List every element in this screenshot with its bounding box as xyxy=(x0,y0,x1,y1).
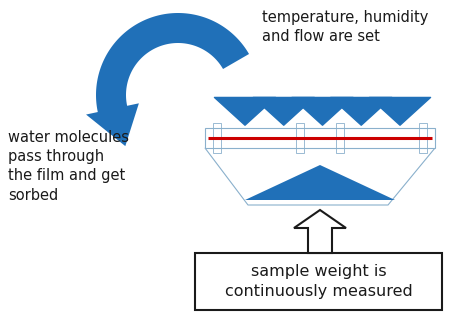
Polygon shape xyxy=(96,13,249,123)
FancyArrowPatch shape xyxy=(253,97,314,125)
FancyArrowPatch shape xyxy=(369,97,430,125)
Polygon shape xyxy=(294,210,346,253)
Bar xyxy=(419,123,427,153)
Bar xyxy=(195,253,442,310)
Bar xyxy=(336,123,344,153)
FancyArrowPatch shape xyxy=(214,97,275,125)
Text: water molecules
pass through
the film and get
sorbed: water molecules pass through the film an… xyxy=(8,130,129,203)
Polygon shape xyxy=(86,103,139,146)
Polygon shape xyxy=(245,165,395,200)
Text: sample weight is
continuously measured: sample weight is continuously measured xyxy=(225,264,412,299)
FancyArrowPatch shape xyxy=(292,97,353,125)
Polygon shape xyxy=(205,148,435,205)
Text: temperature, humidity
and flow are set: temperature, humidity and flow are set xyxy=(262,10,428,44)
Bar xyxy=(213,123,221,153)
Bar xyxy=(296,123,304,153)
FancyArrowPatch shape xyxy=(331,97,392,125)
Bar xyxy=(205,128,435,148)
